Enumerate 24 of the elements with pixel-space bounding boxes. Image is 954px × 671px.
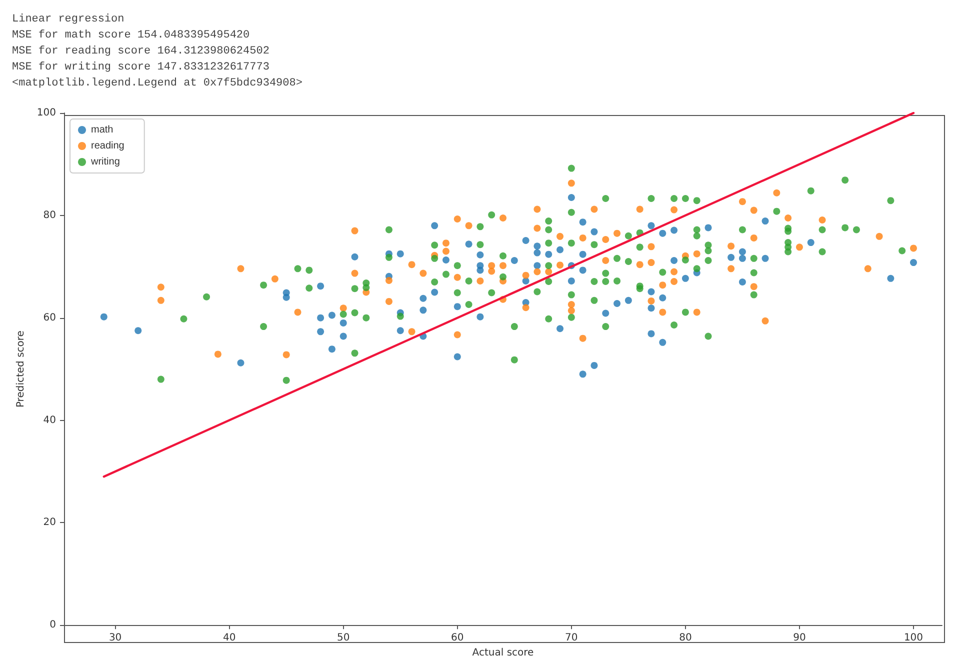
text: <matplotlib.legend.Legend at 0x7f5bdc934908> [12, 78, 302, 90]
x-tick-label: 90 [793, 632, 806, 644]
y-axis-title: Predicted score [16, 330, 26, 408]
y-tick-label: 60 [43, 312, 56, 324]
legend-label: reading [91, 140, 124, 152]
x-tick-label: 70 [565, 632, 578, 644]
y-tick-label: 100 [36, 108, 56, 118]
text: MSE for math score 154.0483395495420 [12, 30, 250, 42]
x-tick-label: 30 [108, 632, 122, 644]
text: MSE for reading score 164.3123980624502 [12, 46, 270, 58]
x-tick-label: 40 [222, 632, 236, 644]
x-tick-label: 100 [904, 632, 924, 644]
text: MSE for writing score 147.8331232617773 [12, 62, 270, 74]
y-tick-label: 80 [43, 210, 56, 221]
x-tick-label: 50 [336, 632, 350, 644]
y-tick-label: 0 [50, 620, 56, 631]
y-tick-label: 40 [43, 414, 56, 426]
legend-label: math [91, 124, 114, 136]
x-axis-title: Actual score [472, 648, 534, 658]
text: Linear regression [12, 14, 124, 26]
x-tick-label: 80 [679, 632, 692, 644]
legend-label: writing [90, 156, 120, 168]
y-tick-label: 20 [43, 517, 56, 528]
x-tick-label: 60 [451, 632, 464, 644]
